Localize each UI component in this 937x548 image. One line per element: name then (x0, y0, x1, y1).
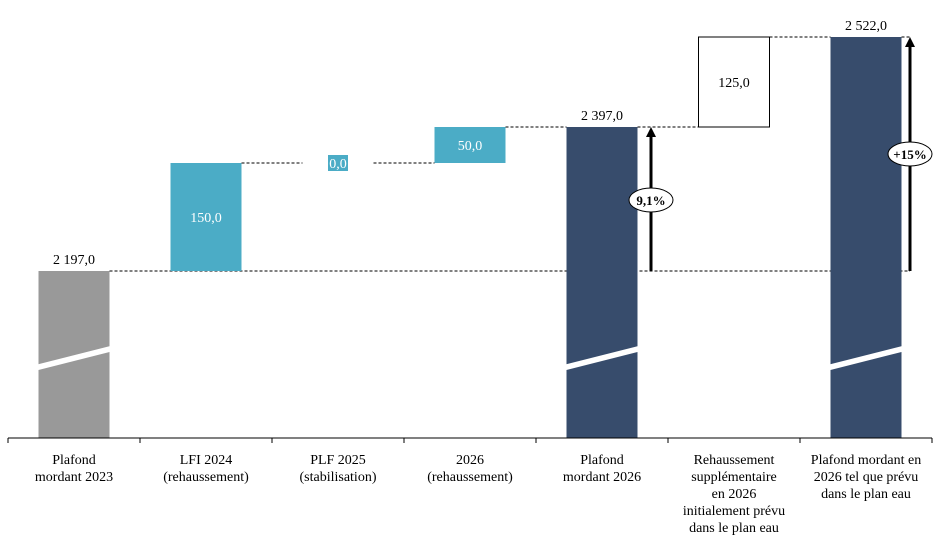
x-tick-label: LFI 2024 (rehaussement) (163, 453, 249, 485)
x-tick-label: Plafond mordant 2023 (35, 453, 113, 485)
axis-break-mark (826, 346, 906, 371)
x-tick-label-line: PLF 2025 (310, 453, 366, 468)
x-tick-label-line: Plafond mordant en (811, 453, 921, 468)
value-labels: 2 197,0 150,0 0,0 50,0 2 397,0 125,0 2 522,0 (53, 19, 887, 268)
delta-bar (434, 127, 506, 163)
x-tick-label-line: dans le plan eau (689, 521, 779, 536)
x-tick-label-line: en 2026 (712, 487, 757, 502)
x-tick-label-line: initialement prévu (683, 504, 785, 519)
axis-break-mark (562, 346, 642, 371)
x-axis: Plafond mordant 2023 LFI 2024 (rehaussement… (7, 437, 933, 536)
x-tick-label: Plafond mordant 2026 (563, 453, 641, 485)
value-label: 2 197,0 (53, 253, 95, 268)
axis-break-line (562, 345, 642, 367)
x-tick-label-line: mordant 2023 (35, 470, 113, 485)
x-tick-label-line: LFI 2024 (180, 453, 233, 468)
growth-badge (887, 141, 933, 167)
annotations: 9,1% +15% (628, 37, 933, 271)
value-label: 2 397,0 (581, 109, 623, 124)
value-label: 0,0 (329, 157, 347, 172)
x-tick-label: Rehaussement supplémentaire en 2026 initial… (683, 453, 785, 536)
growth-label: 9,1% (636, 193, 665, 208)
x-tick-label-line: dans le plan eau (821, 487, 911, 502)
value-label: 125,0 (718, 76, 750, 91)
x-tick-label-line: Plafond (580, 453, 624, 468)
axis-breaks (34, 345, 906, 371)
x-tick-label-line: 2026 (456, 453, 484, 468)
value-label: 50,0 (458, 139, 483, 154)
growth-arrow-head (905, 37, 915, 47)
total-bar (566, 127, 638, 438)
axis-break-line (34, 345, 114, 367)
x-tick-label-line: Rehaussement (694, 453, 775, 468)
bars (38, 36, 902, 438)
value-label: 2 522,0 (845, 19, 887, 34)
x-tick-label-line: mordant 2026 (563, 470, 641, 485)
x-tick-label: PLF 2025 (stabilisation) (300, 453, 377, 485)
connector-lines (109, 36, 910, 272)
growth-label: +15% (893, 147, 926, 162)
delta-bar (698, 36, 770, 128)
delta-bar (328, 155, 348, 171)
x-tick-label-line: supplémentaire (691, 470, 777, 485)
x-tick-label-line: 2026 tel que prévu (814, 470, 919, 485)
growth-badge (628, 187, 674, 213)
x-tick-label: Plafond mordant en 2026 tel que prévu dans… (811, 453, 921, 502)
growth-arrow-head (646, 127, 656, 137)
value-label: 150,0 (190, 211, 222, 226)
x-tick-label-line: (rehaussement) (427, 470, 513, 485)
total-bar (830, 37, 902, 438)
axis-break-line (826, 345, 906, 367)
delta-bar (170, 163, 242, 271)
x-tick-label: 2026 (rehaussement) (427, 453, 513, 485)
axis-break-mark (34, 346, 114, 371)
x-tick-label-line: Plafond (52, 453, 96, 468)
x-tick-label-line: (rehaussement) (163, 470, 249, 485)
x-tick-label-line: (stabilisation) (300, 470, 377, 485)
